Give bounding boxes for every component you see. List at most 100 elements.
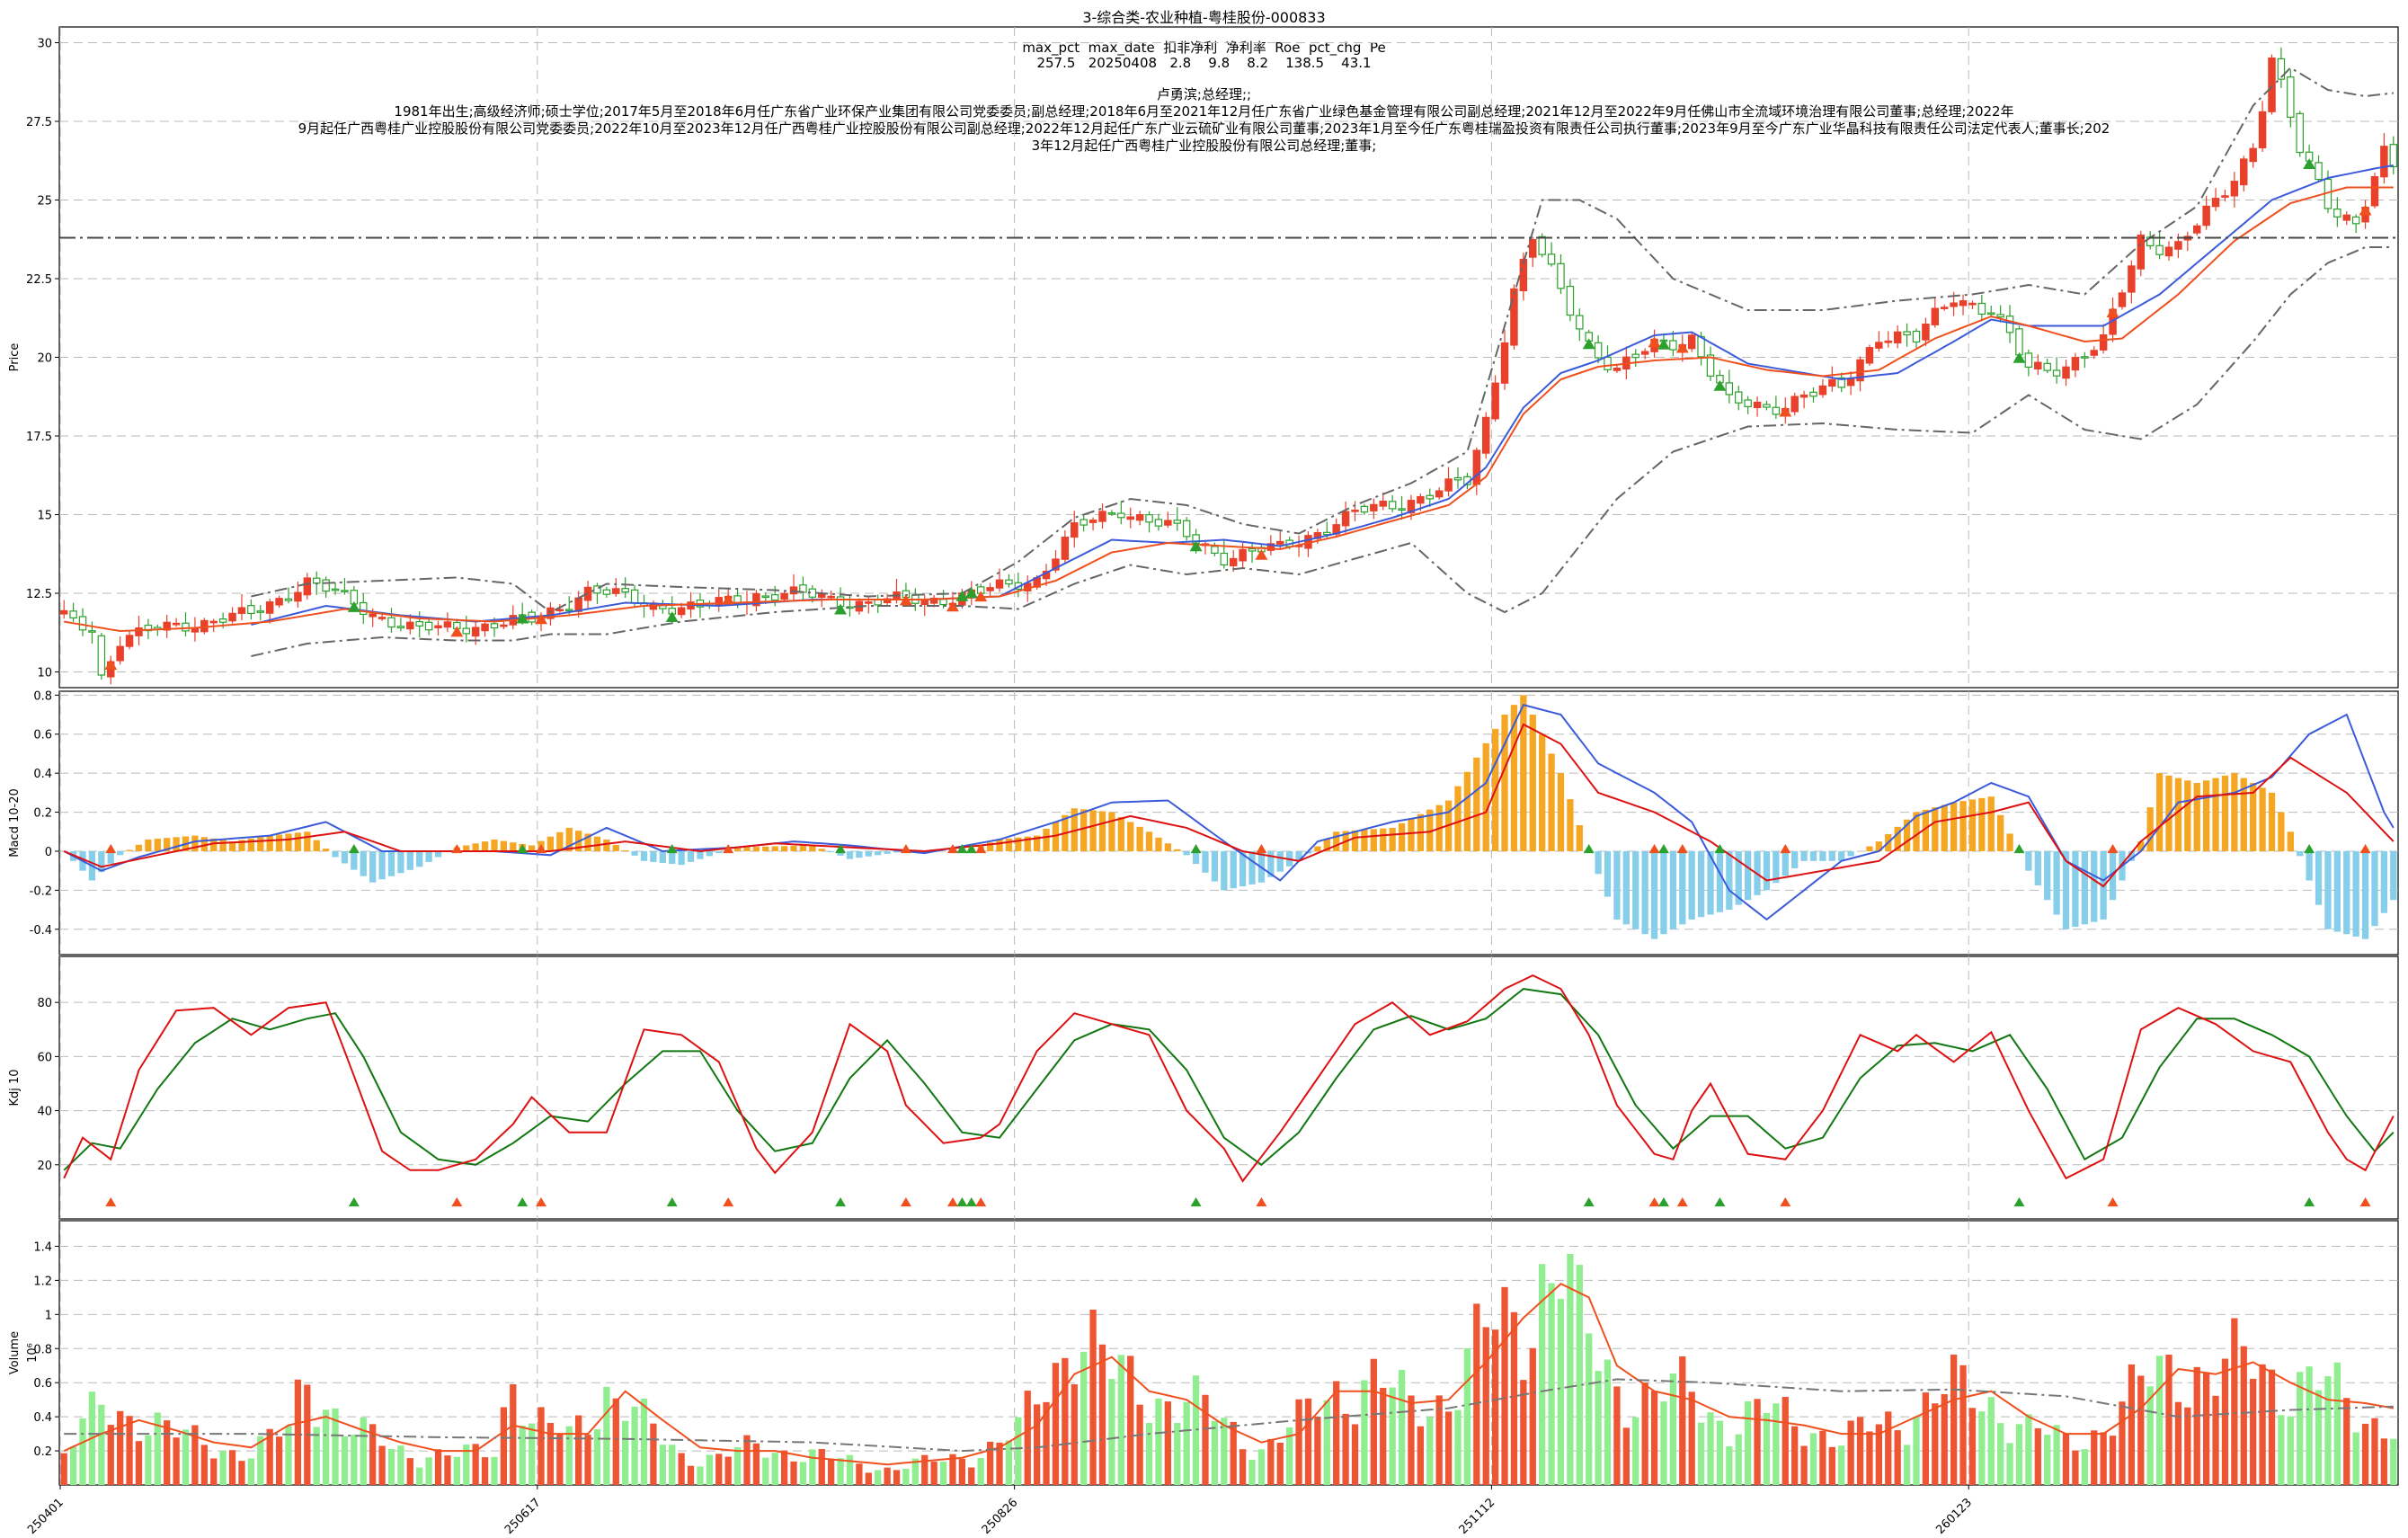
buy-marker-macd (1256, 843, 1267, 854)
volume-bar (1819, 1430, 1826, 1485)
candle-body (256, 610, 265, 613)
candle-body (2296, 112, 2304, 154)
macd-hist-bar (1679, 850, 1686, 925)
candle-body (2258, 111, 2267, 148)
buy-marker-price (2106, 307, 2119, 317)
macd-hist-bar (715, 850, 723, 854)
buy-marker-price (1648, 336, 1661, 348)
tick-label-y: 0.6 (33, 1377, 52, 1391)
volume-bar (1015, 1417, 1022, 1485)
volume-bar (1903, 1445, 1911, 1485)
macd-hist-bar (1866, 846, 1873, 851)
volume-bar (902, 1468, 910, 1485)
sell-marker-price (347, 600, 360, 612)
volume-bar (1613, 1386, 1621, 1485)
volume-bar (1763, 1413, 1771, 1485)
candle-body (116, 645, 124, 662)
macd-hist-bar (1501, 715, 1508, 851)
volume-bar (1595, 1371, 1602, 1485)
tick-label-x: 251112 (1457, 1496, 1498, 1537)
candle-body (2389, 144, 2398, 168)
volume-bar (893, 1470, 901, 1485)
candle-body (1968, 302, 1977, 306)
volume-bar (191, 1425, 199, 1485)
buy-marker-kdj (536, 1196, 547, 1207)
macd-hist-bar (238, 840, 245, 851)
candle-body (163, 621, 171, 631)
macd-hist-bar (650, 850, 657, 862)
buy-marker-macd (1676, 843, 1688, 854)
sell-marker-kdj (2013, 1196, 2025, 1207)
tick-label-y: 1.2 (33, 1275, 52, 1288)
buy-marker-macd (900, 843, 911, 854)
candle-body (1687, 334, 1696, 350)
volume-bar (285, 1426, 292, 1485)
macd-hist-bar (1567, 799, 1574, 851)
volume-bar (1501, 1286, 1508, 1485)
candle-body (434, 625, 442, 629)
candle-body (564, 609, 573, 612)
candle-body (1977, 302, 1986, 316)
macd-hist-bar (1650, 850, 1658, 939)
volume-bar (949, 1454, 956, 1485)
volume-bar (958, 1458, 966, 1485)
volume-bar (977, 1457, 984, 1485)
macd-hist-bar (1211, 850, 1219, 882)
buy-marker-price (450, 626, 464, 637)
tick-label-y: 25 (37, 195, 52, 209)
macd-hist-bar (1267, 850, 1275, 877)
macd-hist-bar (2231, 773, 2238, 851)
tick-label-x: 260123 (1933, 1496, 1975, 1537)
candle-body (331, 588, 340, 591)
volume-bar (1005, 1440, 1013, 1485)
panel-kdj: 20 40 60 80 Kdj 10 (8, 956, 2399, 1220)
volume-bar (2193, 1366, 2200, 1485)
volume-bar (1098, 1344, 1106, 1485)
macd-hist-bar (1838, 850, 1845, 861)
volume-bar (743, 1435, 751, 1485)
volume-bar (1295, 1399, 1302, 1485)
macd-hist-bar (510, 842, 517, 851)
volume-bar (1361, 1380, 1368, 1485)
macd-hist-bar (2072, 850, 2079, 928)
volume-bar (1968, 1408, 1977, 1485)
tick-label-y: 22.5 (26, 273, 52, 287)
chart-title: 3-综合类-农业种植-粤桂股份-000833 (1082, 9, 1326, 26)
volume-bar (678, 1453, 685, 1485)
volume-bar (1333, 1381, 1340, 1485)
candle-body (1080, 519, 1088, 526)
macd-hist-bar (556, 831, 564, 851)
macd-hist-bar (1763, 850, 1771, 891)
candle-body (2380, 146, 2388, 178)
volume-bar (154, 1412, 161, 1485)
candle-body (341, 590, 349, 592)
tick-label-y: 0.8 (33, 689, 52, 703)
buy-marker-price (946, 600, 959, 612)
macd-hist-bar (472, 843, 479, 851)
macd-hist-bar (697, 850, 704, 859)
macd-hist-bar (2044, 850, 2051, 901)
volume-bar (2174, 1401, 2182, 1485)
candle-body (1996, 314, 2004, 318)
macd-hist-bar (2361, 850, 2369, 939)
macd-hist-bar (360, 850, 367, 876)
volume-bar (1024, 1391, 1031, 1485)
volume-bar (1183, 1401, 1190, 1485)
tick-label-y: 60 (37, 1051, 52, 1064)
volume-bar (1473, 1303, 1480, 1485)
candle-body (265, 601, 274, 614)
candle-body (1529, 238, 1537, 258)
volume-bar (1576, 1265, 1583, 1485)
macd-hist-bar (2128, 850, 2136, 861)
volume-bar (1856, 1417, 1864, 1485)
candle-body (182, 622, 190, 632)
volume-bar (2268, 1369, 2276, 1485)
sell-marker-kdj (348, 1196, 360, 1207)
candle-body (69, 610, 77, 618)
volume-bar (1463, 1347, 1471, 1485)
sell-marker-macd (348, 843, 360, 854)
tick-label-y: 0 (45, 846, 52, 859)
macd-hist-bar (1716, 850, 1724, 912)
candle-body (1005, 579, 1013, 585)
